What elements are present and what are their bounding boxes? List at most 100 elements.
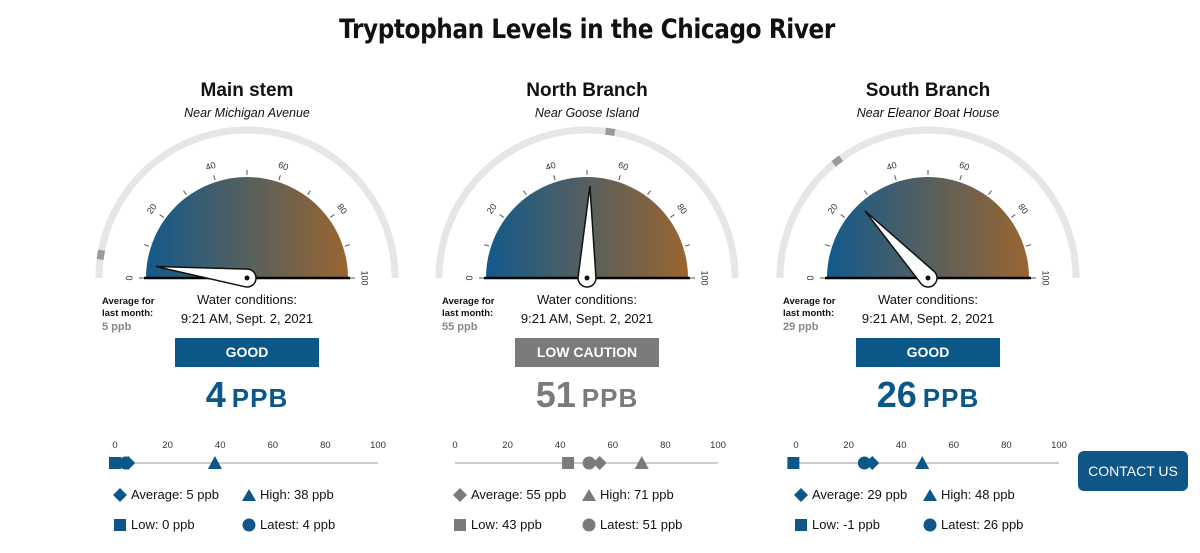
gauge-tick — [647, 190, 651, 195]
gauge-tick — [959, 175, 962, 181]
legend-square-icon — [454, 518, 466, 531]
gauge-tick — [825, 244, 831, 247]
water-conditions-label: Water conditions: — [537, 292, 637, 307]
legend-latest-label: Latest: 51 ppb — [600, 517, 683, 532]
scale-tick-label: 20 — [162, 440, 173, 451]
scale-tick-label: 80 — [320, 440, 331, 451]
gauge-tick — [330, 214, 335, 218]
legend-latest-label: Latest: 4 ppb — [260, 517, 336, 532]
legend-diamond-icon — [794, 487, 808, 502]
scale-tick-label: 20 — [502, 440, 513, 451]
gauge-tick — [840, 214, 845, 218]
gauge-tick-label: 100 — [700, 270, 710, 285]
low-marker — [562, 457, 575, 469]
gauge-tick — [864, 190, 868, 195]
legend-latest: Latest: 51 ppb — [582, 517, 682, 532]
latest-marker — [857, 456, 871, 470]
legend-average: Average: 55 ppb — [453, 487, 566, 502]
scale-tick-label: 0 — [452, 440, 457, 451]
panel-title: Main stem — [200, 80, 294, 101]
legend-average: Average: 5 ppb — [113, 487, 219, 502]
high-marker — [207, 456, 222, 469]
gauge-tick — [618, 175, 621, 181]
gauge-tick-label: 60 — [617, 160, 630, 173]
scale-tick-label: 80 — [660, 440, 671, 451]
gauge-dial: 0 20 40 60 80 100 — [435, 126, 739, 288]
legend-average-label: Average: 29 ppb — [812, 487, 908, 502]
needle-pivot — [244, 275, 250, 281]
status-badge: LOW CAUTION — [515, 338, 659, 367]
page-title: Tryptophan Levels in the Chicago River — [339, 14, 835, 45]
average-value: 29 ppb — [783, 321, 819, 333]
legend-triangle-icon — [923, 488, 937, 501]
legend-low-label: Low: -1 ppb — [812, 517, 880, 532]
gauge-dial: 0 20 40 60 80 100 — [776, 126, 1080, 288]
legend-high-label: High: 71 ppb — [600, 487, 674, 502]
status-badge: GOOD — [856, 338, 1000, 367]
legend-triangle-icon — [242, 488, 256, 501]
high-marker — [915, 456, 930, 469]
scale-tick-label: 40 — [215, 440, 226, 451]
gauge-panel: 0 20 40 60 80 100 Main stem Near Michigan Avenu… — [77, 78, 417, 548]
average-label: Average for last month: — [102, 296, 155, 319]
legend-high: High: 38 ppb — [242, 487, 334, 502]
reading-value: 4 PPB — [147, 374, 347, 416]
gauge-tick — [894, 175, 897, 181]
gauge-tick-label: 20 — [485, 202, 499, 216]
reading-unit: PPB — [922, 383, 980, 413]
gauge-tick — [684, 244, 690, 247]
reading-value: 51 PPB — [487, 374, 687, 416]
panel-location: Near Goose Island — [534, 106, 640, 120]
gauge-tick-label: 0 — [124, 275, 134, 280]
gauge-tick — [499, 214, 504, 218]
water-conditions-time: 9:21 AM, Sept. 2, 2021 — [861, 311, 995, 326]
latest-marker — [582, 456, 596, 470]
legend-latest: Latest: 26 ppb — [923, 517, 1023, 532]
legend-average-label: Average: 5 ppb — [131, 487, 219, 502]
gauge-tick-label: 0 — [805, 275, 815, 280]
reading-number: 51 — [535, 374, 576, 415]
legend-diamond-icon — [453, 487, 467, 502]
gauge-tick-label: 80 — [675, 202, 689, 216]
gauge-tick-label: 0 — [464, 275, 474, 280]
scale-tick-label: 40 — [896, 440, 907, 451]
gauge-tick — [144, 244, 150, 247]
low-marker — [787, 457, 800, 469]
gauge-tick — [307, 190, 311, 195]
gauge-tick — [484, 244, 490, 247]
average-label: Average for last month: — [783, 296, 836, 319]
needle-pivot — [925, 275, 931, 281]
gauge-tick-label: 40 — [204, 160, 217, 173]
gauge-tick — [213, 175, 216, 181]
average-label: Average for last month: — [442, 296, 495, 319]
range-scale: 0 20 40 60 80 100 — [452, 440, 726, 470]
contact-us-button[interactable]: CONTACT US — [1078, 451, 1188, 491]
reading-number: 4 — [205, 374, 226, 415]
gauge-tick-label: 100 — [1041, 270, 1051, 285]
legend-high: High: 48 ppb — [923, 487, 1015, 502]
gauge-tick — [1025, 244, 1031, 247]
reading-unit: PPB — [581, 383, 639, 413]
average-marker — [96, 249, 106, 260]
gauge-needle — [577, 185, 597, 288]
panel-title: North Branch — [526, 80, 648, 101]
gauge-track — [435, 126, 739, 279]
legend-low: Low: 0 ppb — [113, 517, 195, 532]
scale-tick-label: 0 — [793, 440, 798, 451]
gauge-tick-label: 40 — [544, 160, 557, 173]
gauge-tick-label: 100 — [360, 270, 370, 285]
average-value: 55 ppb — [442, 321, 478, 333]
water-conditions-label: Water conditions: — [197, 292, 297, 307]
gauge-fill — [146, 177, 348, 278]
average-marker — [831, 155, 844, 167]
legend-latest: Latest: 4 ppb — [242, 517, 335, 532]
average-value: 5 ppb — [102, 321, 132, 333]
high-marker — [634, 456, 649, 469]
gauge-tick-label: 80 — [335, 202, 349, 216]
gauge-panel: 0 20 40 60 80 100 South Branch Near Eleanor Boa… — [758, 78, 1098, 548]
legend-low: Low: 43 ppb — [453, 517, 542, 532]
reading-value: 26 PPB — [828, 374, 1028, 416]
gauge-tick-label: 40 — [885, 160, 898, 173]
reading-unit: PPB — [231, 383, 289, 413]
gauge-panel: 0 20 40 60 80 100 North Branch Near Goose Islan… — [417, 78, 757, 548]
